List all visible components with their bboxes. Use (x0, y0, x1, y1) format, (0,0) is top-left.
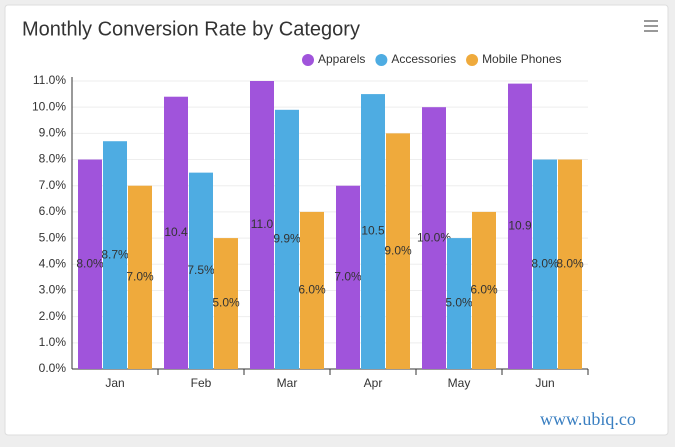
y-tick-label: 2.0% (39, 309, 67, 323)
bar (300, 211, 324, 369)
y-tick-label: 6.0% (39, 204, 67, 218)
legend-swatch (375, 54, 388, 66)
bar (250, 81, 274, 369)
data-label: 8.0% (531, 256, 559, 270)
chart-title: Monthly Conversion Rate by Category (22, 18, 360, 40)
x-tick-label: May (448, 376, 471, 390)
legend-swatch (302, 54, 314, 66)
data-label: 7.0% (334, 270, 362, 284)
y-tick-label: 8.0% (39, 152, 67, 166)
data-label: 7.5% (187, 263, 215, 277)
bar (558, 159, 582, 369)
legend-label: Mobile Phones (482, 52, 561, 66)
bar (447, 238, 471, 369)
bar (128, 185, 152, 369)
x-tick-label: Feb (191, 376, 212, 390)
bar (422, 107, 446, 369)
data-label: 8.7% (101, 247, 129, 261)
bar (275, 109, 299, 370)
data-label: 9.0% (384, 243, 412, 257)
bar (361, 94, 385, 369)
bar (533, 159, 557, 369)
data-label: 7.0% (126, 270, 154, 284)
x-tick-label: Jun (535, 376, 554, 390)
data-label: 10.4 (164, 225, 188, 239)
bar (103, 141, 127, 369)
x-tick-label: Mar (277, 376, 298, 390)
bar (78, 159, 102, 369)
menu-icon[interactable] (644, 20, 658, 32)
bar (336, 185, 360, 369)
watermark: www.ubiq.co (540, 409, 636, 429)
data-label: 10.9 (508, 218, 532, 232)
data-label: 11.0 (251, 217, 274, 231)
data-label: 6.0% (298, 283, 326, 297)
x-tick-label: Jan (105, 376, 124, 390)
bar (472, 211, 496, 369)
legend-swatch (466, 54, 479, 66)
y-tick-label: 4.0% (39, 256, 67, 270)
data-label: 8.0% (556, 256, 584, 270)
legend-label: Apparels (318, 52, 365, 66)
y-tick-label: 11.0% (33, 73, 66, 87)
y-tick-label: 9.0% (39, 126, 67, 140)
data-label: 6.0% (470, 283, 498, 297)
data-label: 10.0% (417, 230, 451, 244)
bar (189, 172, 213, 369)
data-label: 8.0% (76, 256, 104, 270)
data-label: 10.5 (361, 224, 385, 238)
y-tick-label: 7.0% (39, 178, 67, 192)
bar (386, 133, 410, 369)
legend-label: Accessories (391, 52, 456, 66)
y-tick-label: 1.0% (39, 335, 67, 349)
y-tick-label: 3.0% (39, 283, 67, 297)
data-label: 5.0% (445, 296, 473, 310)
data-label: 9.9% (273, 232, 301, 246)
data-label: 5.0% (212, 296, 240, 310)
bar (164, 96, 188, 369)
y-tick-label: 0.0% (39, 361, 67, 375)
bar (508, 83, 532, 370)
x-tick-label: Apr (364, 376, 383, 390)
y-tick-label: 10.0% (32, 99, 66, 113)
bar (214, 238, 238, 369)
y-tick-label: 5.0% (39, 230, 67, 244)
